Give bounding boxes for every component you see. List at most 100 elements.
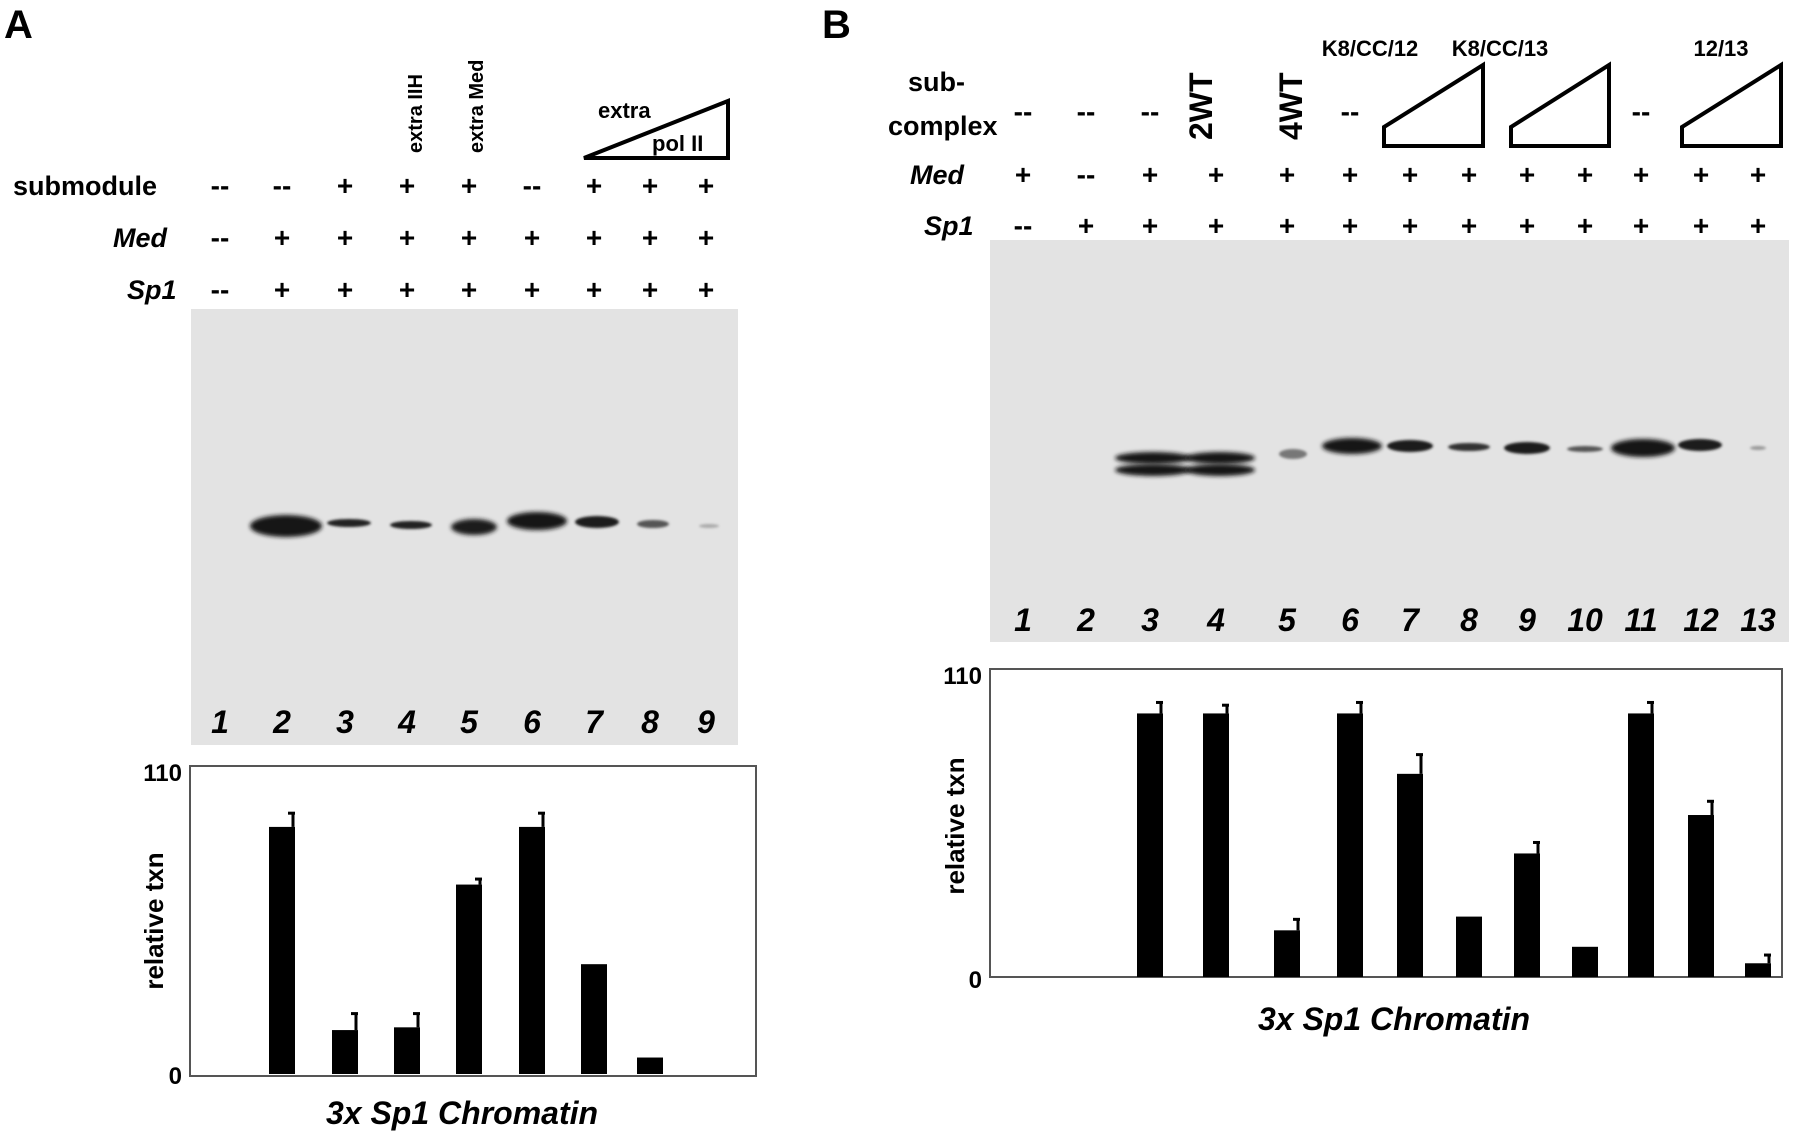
grid-a-r0-lane-9: + xyxy=(698,170,714,201)
chart-a-ytick-zero: 0 xyxy=(169,1063,182,1090)
triangle-bottom-text: pol II xyxy=(652,131,703,156)
chart-b-bars xyxy=(1137,700,1771,977)
grid-a-r2-lane-5: + xyxy=(461,274,477,305)
grid-a-r1-lane-7: + xyxy=(586,222,602,253)
lane-number-b-13: 13 xyxy=(1740,602,1776,638)
grid-a-r2-lane-9: + xyxy=(698,274,714,305)
grid-a-r2-lane-6: + xyxy=(524,274,540,305)
grid-b-r1-lane-7: + xyxy=(1402,210,1418,241)
bar-b-lane-9 xyxy=(1514,853,1540,977)
grid-b-r0-lane-6: + xyxy=(1342,159,1358,190)
gel-b-lane-numbers: 1 2 3 4 5 6 7 8 9 10 11 12 13 xyxy=(1014,602,1776,638)
extra-med-label: extra Med xyxy=(466,60,488,153)
panel-b-label: B xyxy=(822,3,851,47)
grid-a-r0-lane-3: + xyxy=(337,170,353,201)
bar-b-lane-4 xyxy=(1203,713,1229,977)
band-b-7 xyxy=(1387,440,1433,452)
row-label-sub: sub- xyxy=(908,67,965,97)
grid-b-r1-lane-3: + xyxy=(1142,210,1158,241)
bar-a-lane-8 xyxy=(637,1057,663,1074)
lane-number-b-7: 7 xyxy=(1401,602,1421,638)
label-4wt: 4WT xyxy=(1273,72,1309,140)
lane-number-a-5: 5 xyxy=(460,704,479,740)
triangle-12-13 xyxy=(1680,61,1783,148)
bar-a-lane-5 xyxy=(456,884,482,1074)
band-b-5 xyxy=(1279,449,1307,459)
grid-a-r2-lane-3: + xyxy=(337,274,353,305)
row-label-sp1: Sp1 xyxy=(127,275,177,305)
bar-b-lane-5 xyxy=(1274,930,1300,977)
subcomplex-cell-2: -- xyxy=(1077,96,1096,127)
grid-b-r0-lane-1: + xyxy=(1015,159,1031,190)
lane-number-a-7: 7 xyxy=(585,704,605,740)
bar-b-lane-11 xyxy=(1628,713,1654,977)
band-b-3-lower xyxy=(1115,464,1191,476)
chart-a-xlabel: 3x Sp1 Chromatin xyxy=(326,1095,598,1131)
lane-number-b-5: 5 xyxy=(1278,602,1297,638)
bar-b-lane-13 xyxy=(1745,963,1771,977)
subcomplex-cell-11: -- xyxy=(1632,96,1651,127)
band-a-6 xyxy=(507,512,567,530)
lane-number-b-10: 10 xyxy=(1567,602,1603,638)
gel-a-bands xyxy=(250,512,719,537)
lane-number-b-9: 9 xyxy=(1518,602,1536,638)
bar-b-lane-6 xyxy=(1337,713,1363,977)
grid-b-r1-lane-10: + xyxy=(1577,210,1593,241)
chart-b-ytick-zero: 0 xyxy=(969,967,982,994)
pol-ii-gradient-triangle xyxy=(583,98,730,160)
triangle-k8cc13 xyxy=(1509,61,1611,148)
bar-b-lane-3 xyxy=(1137,713,1163,977)
group-label-12-13: 12/13 xyxy=(1693,36,1748,61)
band-a-8 xyxy=(637,520,669,528)
grid-a-r0-lane-5: + xyxy=(461,170,477,201)
band-b-6 xyxy=(1322,438,1382,454)
grid-a-r1-lane-3: + xyxy=(337,222,353,253)
chart-b-ytick-top: 110 xyxy=(943,663,982,690)
grid-b-r1-lane-5: + xyxy=(1279,210,1295,241)
subcomplex-cell-6: -- xyxy=(1341,96,1360,127)
grid-a-r0-lane-1: -- xyxy=(211,170,230,201)
lane-number-b-8: 8 xyxy=(1460,602,1478,638)
bar-b-lane-12 xyxy=(1688,815,1714,977)
lane-number-b-4: 4 xyxy=(1206,602,1225,638)
grid-a-r2-lane-7: + xyxy=(586,274,602,305)
row-label-sp1-b: Sp1 xyxy=(924,211,974,241)
grid-a-r1-lane-8: + xyxy=(642,222,658,253)
band-a-2 xyxy=(250,515,322,537)
triangle-k8cc12 xyxy=(1382,61,1485,148)
grid-b-r0-lane-5: + xyxy=(1279,159,1295,190)
band-a-9 xyxy=(699,524,719,528)
chart-a-ylabel: relative txn xyxy=(139,852,169,989)
grid-b-r0-lane-7: + xyxy=(1402,159,1418,190)
band-b-9 xyxy=(1504,442,1550,454)
bar-b-lane-10 xyxy=(1572,946,1598,977)
grid-b-r0-lane-9: + xyxy=(1519,159,1535,190)
grid-a-r0-lane-2: -- xyxy=(273,170,292,201)
gel-b-bands xyxy=(1115,438,1766,476)
grid-a-r0-lane-4: + xyxy=(399,170,415,201)
grid-b-r1-lane-6: + xyxy=(1342,210,1358,241)
chart-b-ylabel: relative txn xyxy=(940,757,970,894)
extra-iih-label: extra IIH xyxy=(405,74,427,153)
chart-a-bars xyxy=(269,811,663,1074)
panel-a: A extra IIH extra Med extra pol II submo… xyxy=(4,3,757,1131)
grid-b-r1-lane-11: + xyxy=(1633,210,1649,241)
grid-b-r0-lane-3: + xyxy=(1142,159,1158,190)
subcomplex-cell-1: -- xyxy=(1014,96,1033,127)
band-b-12 xyxy=(1678,439,1722,451)
grid-b-r1-lane-9: + xyxy=(1519,210,1535,241)
grid-b-r0-lane-11: + xyxy=(1633,159,1649,190)
grid-a-r0-lane-8: + xyxy=(642,170,658,201)
grid-a-r0-lane-6: -- xyxy=(523,170,542,201)
bar-b-lane-7 xyxy=(1397,773,1423,977)
band-b-13 xyxy=(1750,446,1766,450)
band-b-10 xyxy=(1567,446,1603,452)
label-2wt: 2WT xyxy=(1183,72,1219,140)
grid-b-r1-lane-4: + xyxy=(1208,210,1224,241)
band-a-3 xyxy=(327,519,371,527)
grid-a-r2-lane-8: + xyxy=(642,274,658,305)
lane-number-b-2: 2 xyxy=(1076,602,1095,638)
bar-a-lane-7 xyxy=(581,964,607,1074)
lane-number-b-11: 11 xyxy=(1624,602,1657,638)
